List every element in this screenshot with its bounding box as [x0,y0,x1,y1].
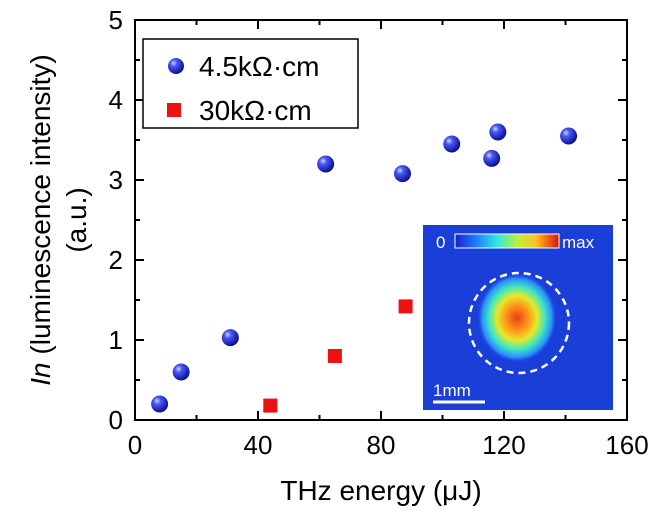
tick-labels: 0 40 80 120 160 0 1 2 3 4 5 [109,5,649,460]
data-point-series-1 [221,329,239,347]
data-point-series-1 [489,123,507,141]
data-point-series-1 [560,127,578,145]
legend: 4.5kΩ·cm 30kΩ·cm [142,38,359,129]
dashed-circle [467,271,571,375]
legend-label-series-2: 30kΩ·cm [199,95,312,126]
x-tick-label: 0 [128,430,142,460]
y-tick-label: 5 [109,5,123,35]
data-point-series-1 [443,135,461,153]
x-tick-label: 160 [605,430,648,460]
y-tick-label: 4 [109,85,123,115]
data-marks [151,123,578,413]
colorbar-max-label: max [562,233,595,252]
data-point-series-2 [327,349,342,363]
scalebar-label: 1mm [433,381,471,400]
data-point-series-1 [483,149,501,167]
x-axis-title: THz energy (μJ) [280,475,481,506]
legend-label-series-1: 4.5kΩ·cm [199,51,320,82]
y-tick-label: 0 [109,405,123,435]
inset-image: 0 max 1mm [423,225,613,410]
data-point-series-1 [151,395,169,413]
colorbar-min-label: 0 [436,233,445,252]
y-tick-label: 2 [109,245,123,275]
luminescence-spot [477,273,557,363]
y-tick-label: 1 [109,325,123,355]
colorbar [454,233,560,249]
data-point-series-1 [172,363,190,381]
x-tick-label: 120 [482,430,525,460]
axis-ticks [134,19,628,421]
y-tick-label: 3 [109,165,123,195]
data-point-series-1 [317,155,335,173]
data-point-series-2 [398,299,413,314]
y-axis-title-line2: (a.u.) [61,187,92,252]
legend-marker-series-1 [168,58,184,74]
legend-marker-series-2 [167,103,181,117]
x-tick-label: 80 [367,430,396,460]
data-point-series-1 [394,165,412,183]
y-axis-title: In (luminescence intensity) [25,54,56,385]
data-point-series-2 [263,398,278,413]
x-tick-label: 40 [244,430,273,460]
